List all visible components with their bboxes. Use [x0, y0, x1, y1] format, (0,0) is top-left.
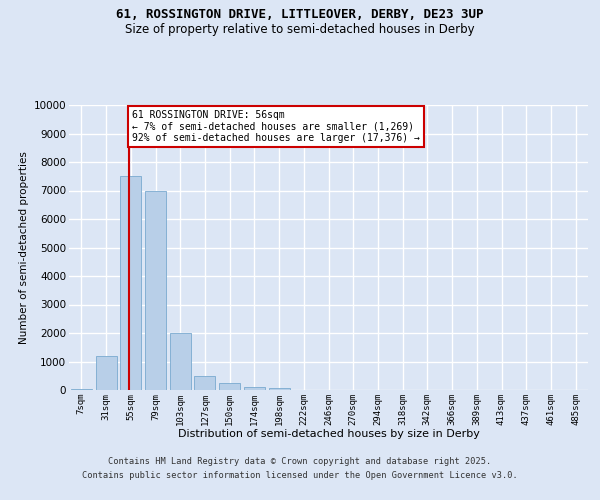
- Bar: [145, 190, 166, 390]
- Text: Size of property relative to semi-detached houses in Derby: Size of property relative to semi-detach…: [125, 22, 475, 36]
- Text: 61, ROSSINGTON DRIVE, LITTLEOVER, DERBY, DE23 3UP: 61, ROSSINGTON DRIVE, LITTLEOVER, DERBY,…: [116, 8, 484, 20]
- Bar: [244, 387, 265, 390]
- Text: 61 ROSSINGTON DRIVE: 56sqm
← 7% of semi-detached houses are smaller (1,269)
92% : 61 ROSSINGTON DRIVE: 56sqm ← 7% of semi-…: [132, 110, 420, 144]
- Bar: [120, 176, 141, 390]
- Text: Contains public sector information licensed under the Open Government Licence v3: Contains public sector information licen…: [82, 471, 518, 480]
- Bar: [71, 389, 92, 390]
- Bar: [95, 356, 116, 390]
- Y-axis label: Number of semi-detached properties: Number of semi-detached properties: [19, 151, 29, 344]
- Bar: [219, 383, 240, 390]
- X-axis label: Distribution of semi-detached houses by size in Derby: Distribution of semi-detached houses by …: [178, 429, 479, 439]
- Text: Contains HM Land Registry data © Crown copyright and database right 2025.: Contains HM Land Registry data © Crown c…: [109, 458, 491, 466]
- Bar: [269, 388, 290, 390]
- Bar: [170, 333, 191, 390]
- Bar: [194, 376, 215, 390]
